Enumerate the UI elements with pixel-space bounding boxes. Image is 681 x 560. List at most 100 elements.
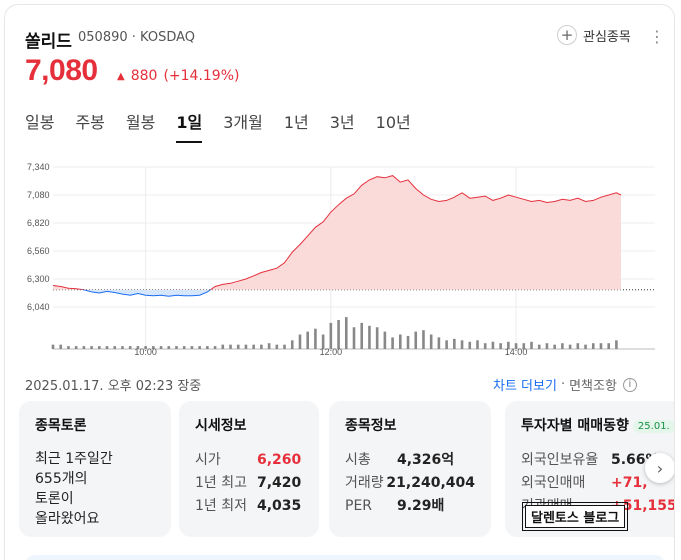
- volume-bar: [74, 346, 78, 349]
- investor-row: 외국인보유율 5.66%: [521, 449, 674, 472]
- discussion-title: 종목토론: [35, 418, 87, 434]
- volume-bar: [136, 346, 140, 349]
- discussion-panel[interactable]: 종목토론 최근 1주일간 655개의 토론이 올라왔어요: [19, 401, 171, 537]
- timestamp: 2025.01.17. 오후 02:23 장중: [25, 379, 202, 394]
- stockinfo-value: 9.29배: [397, 498, 445, 514]
- volume-bar: [152, 346, 155, 349]
- volume-bar: [607, 343, 610, 349]
- info-icon[interactable]: i: [622, 377, 637, 392]
- quote-row: 1년 최고 7,420: [195, 472, 303, 495]
- volume-bar: [584, 344, 587, 349]
- quote-value: 6,260: [257, 452, 302, 468]
- investor-row: 외국인매매 +71,: [521, 472, 674, 495]
- stockinfo-key: PER: [345, 498, 373, 514]
- x-tick-label: 14:00: [505, 347, 528, 355]
- favorite-button[interactable]: + 관심종목: [557, 25, 631, 45]
- quote-value: 7,420: [257, 475, 302, 491]
- price-line-up: [52, 175, 622, 290]
- volume-bar: [522, 343, 526, 349]
- volume-bar: [437, 337, 441, 349]
- stockinfo-row: 거래량 21,240,404: [345, 472, 475, 495]
- stockinfo-row: 시총 4,326억: [345, 449, 475, 472]
- summary-panels: 종목토론 최근 1주일간 655개의 토론이 올라왔어요 시세정보 시가 6,2…: [19, 401, 675, 541]
- volume-bar: [98, 346, 101, 349]
- volume-bar: [514, 343, 518, 349]
- tab-10y[interactable]: 10년: [375, 113, 411, 132]
- period-tabs: 일봉 주봉 월봉 1일 3개월 1년 3년 10년: [25, 109, 432, 143]
- volume-bar: [537, 344, 541, 349]
- volume-bar: [576, 343, 580, 349]
- volume-bar: [545, 343, 549, 349]
- volume-bar: [198, 346, 201, 349]
- volume-bar: [329, 322, 333, 349]
- volume-bar: [483, 343, 487, 349]
- price-chart[interactable]: 7,340 7,080 6,820 6,560 6,300 6,040 10:00 12:00…: [23, 155, 663, 355]
- volume-bar: [128, 346, 132, 349]
- stock-code-market: 050890 · KOSDAQ: [78, 30, 195, 45]
- y-tick-label: 6,820: [27, 218, 50, 228]
- current-price: 7,080: [25, 54, 98, 87]
- tab-3m[interactable]: 3개월: [223, 113, 263, 132]
- volume-bar: [422, 330, 425, 349]
- discussion-line: 655개의: [35, 471, 88, 487]
- price-line-down: [80, 289, 212, 297]
- volume-bar: [167, 346, 171, 349]
- area-down: [83, 289, 211, 297]
- volume-bar: [476, 340, 479, 349]
- volume-bar: [468, 341, 472, 349]
- volume-bar: [344, 317, 348, 349]
- blog-tooltip: 달렌토스 블로그: [521, 502, 629, 531]
- stockinfo-key: 거래량: [345, 475, 384, 491]
- price-change: ▲ 880 (+14.19%): [117, 68, 239, 84]
- volume-bar: [260, 344, 263, 349]
- volume-bar: [113, 346, 117, 349]
- stock-header: 쏠리드 050890 · KOSDAQ + 관심종목 ⋮ 7,080 ▲ 880…: [25, 25, 665, 97]
- chevron-right-icon[interactable]: ›: [645, 453, 674, 483]
- bottom-banner: [25, 555, 665, 560]
- volume-bar: [561, 343, 564, 349]
- tab-daily[interactable]: 일봉: [25, 113, 55, 132]
- quote-row: 1년 최저 4,035: [195, 495, 303, 518]
- tab-1d[interactable]: 1일: [176, 109, 202, 143]
- volume-bar: [159, 346, 163, 349]
- stockinfo-row: PER 9.29배: [345, 495, 475, 518]
- plus-icon: +: [557, 25, 577, 45]
- stockinfo-panel[interactable]: 종목정보 시총 4,326억 거래량 21,240,404 PER 9.29배: [329, 401, 491, 537]
- tab-monthly[interactable]: 월봉: [125, 113, 156, 132]
- disclaimer-link[interactable]: 면책조항: [569, 379, 617, 394]
- volume-bar: [314, 328, 317, 349]
- volume-bar: [406, 335, 410, 349]
- investor-value: +51,155: [611, 498, 675, 514]
- kebab-icon[interactable]: ⋮: [649, 27, 665, 46]
- volume-bar: [206, 346, 209, 349]
- separator: ·: [560, 377, 566, 392]
- chart-links: 차트 더보기 · 면책조항 i: [493, 375, 637, 394]
- y-tick-label: 6,300: [27, 274, 50, 284]
- volume-bar: [445, 340, 448, 349]
- volume-bar: [190, 346, 194, 349]
- volume-bar: [182, 346, 186, 349]
- tab-weekly[interactable]: 주봉: [75, 113, 105, 132]
- stockinfo-title: 종목정보: [345, 418, 397, 434]
- discussion-line: 최근 1주일간: [35, 451, 113, 467]
- quotes-panel[interactable]: 시세정보 시가 6,260 1년 최고 7,420 1년 최저 4,035: [179, 401, 319, 537]
- y-tick-label: 6,560: [27, 246, 50, 256]
- volume-bar: [298, 334, 302, 349]
- y-tick-label: 7,340: [27, 162, 50, 172]
- tab-1y[interactable]: 1년: [283, 113, 309, 132]
- stock-name[interactable]: 쏠리드: [25, 32, 72, 52]
- quote-row: 시가 6,260: [195, 449, 303, 472]
- stockinfo-value: 21,240,404: [386, 475, 475, 491]
- volume-bar: [553, 344, 556, 349]
- stockinfo-value: 4,326억: [397, 452, 455, 468]
- volume-bar: [352, 327, 356, 349]
- volume-bar: [283, 344, 286, 349]
- discussion-body: 최근 1주일간 655개의 토론이 올라왔어요: [35, 449, 155, 529]
- volume-bar: [67, 346, 70, 349]
- chart-more-link[interactable]: 차트 더보기: [493, 379, 557, 394]
- investor-title-text: 투자자별 매매동향: [521, 418, 629, 434]
- volume-bar: [414, 331, 418, 349]
- volume-bar: [252, 344, 255, 349]
- tab-3y[interactable]: 3년: [329, 113, 355, 132]
- change-value: 880: [130, 68, 158, 84]
